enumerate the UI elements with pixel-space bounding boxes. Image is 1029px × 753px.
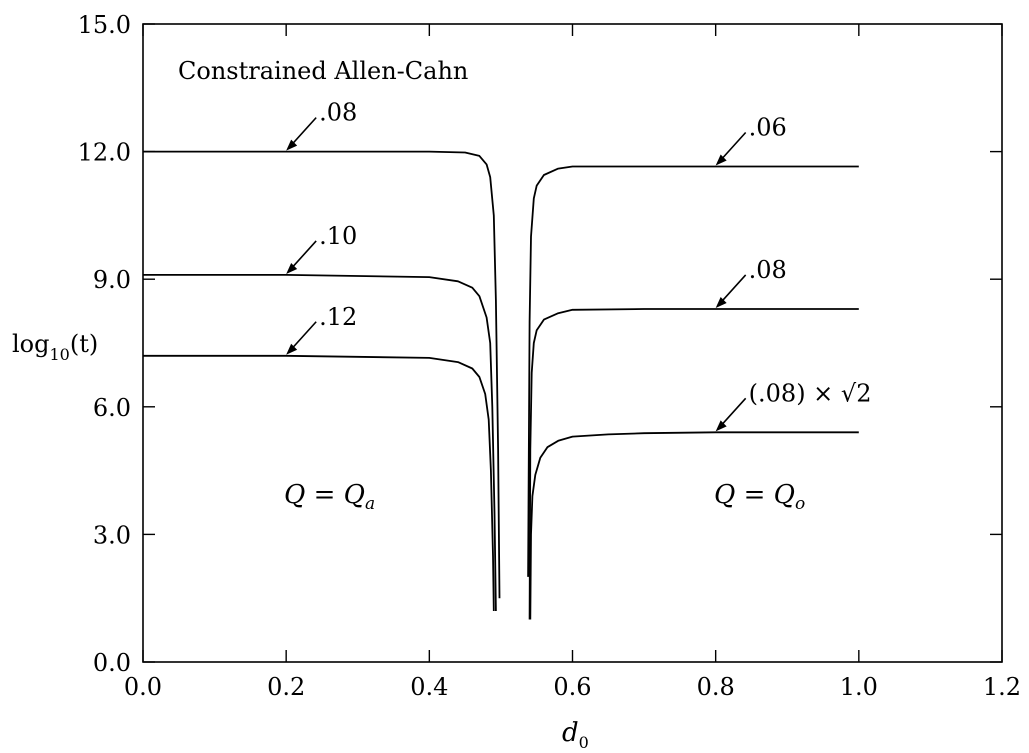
x-tick-label: 1.0 — [840, 673, 878, 701]
series-label: .10 — [319, 222, 357, 250]
x-tick-label: 0.6 — [553, 673, 591, 701]
series-leader-arrowhead — [715, 154, 727, 166]
series-leader-arrowhead — [286, 139, 298, 151]
x-tick-label: 0.4 — [410, 673, 448, 701]
series-label: .08 — [749, 256, 787, 284]
x-axis-label: d0 — [562, 718, 589, 752]
y-tick-label: 9.0 — [93, 266, 131, 294]
x-tick-label: 0.8 — [697, 673, 735, 701]
chart-annotation-title: Constrained Allen-Cahn — [178, 57, 468, 85]
series-leader-arrowhead — [715, 420, 727, 432]
plot-frame — [142, 23, 1003, 663]
y-tick-label: 3.0 — [93, 521, 131, 549]
series-label: .06 — [749, 113, 787, 141]
region-label-qa: Q = Qa — [284, 480, 375, 514]
series-leader-arrowhead — [286, 262, 298, 274]
series-label-layer: .08 .10 .12 .06 .08 (.08) × √2 — [286, 99, 871, 432]
series-line — [527, 165, 859, 577]
series-label: .08 — [319, 99, 357, 127]
series-line — [528, 308, 859, 620]
series-leader-arrowhead — [715, 296, 727, 308]
axis-ticks: 0.0 0.2 0.4 0.6 0.8 1.0 1.2 0.0 3.0 6.0 9.0 12.0 15.… — [78, 11, 1022, 701]
series-label: (.08) × √2 — [749, 379, 872, 407]
y-tick-label: 0.0 — [93, 649, 131, 677]
series-line — [143, 354, 495, 612]
x-tick-label: 0.2 — [267, 673, 305, 701]
x-tick-label: 1.2 — [983, 673, 1021, 701]
y-tick-label: 6.0 — [93, 394, 131, 422]
y-tick-label: 12.0 — [78, 139, 131, 167]
series-line — [529, 431, 859, 620]
series-line — [143, 150, 501, 599]
series-line — [143, 273, 497, 612]
series-leader-arrowhead — [286, 343, 298, 355]
region-label-qo: Q = Qo — [714, 480, 805, 514]
y-axis-label: log10(t) — [12, 330, 98, 364]
series-label: .12 — [319, 303, 357, 331]
series-layer — [143, 150, 859, 620]
x-tick-label: 0.0 — [124, 673, 162, 701]
y-tick-label: 15.0 — [78, 11, 131, 39]
